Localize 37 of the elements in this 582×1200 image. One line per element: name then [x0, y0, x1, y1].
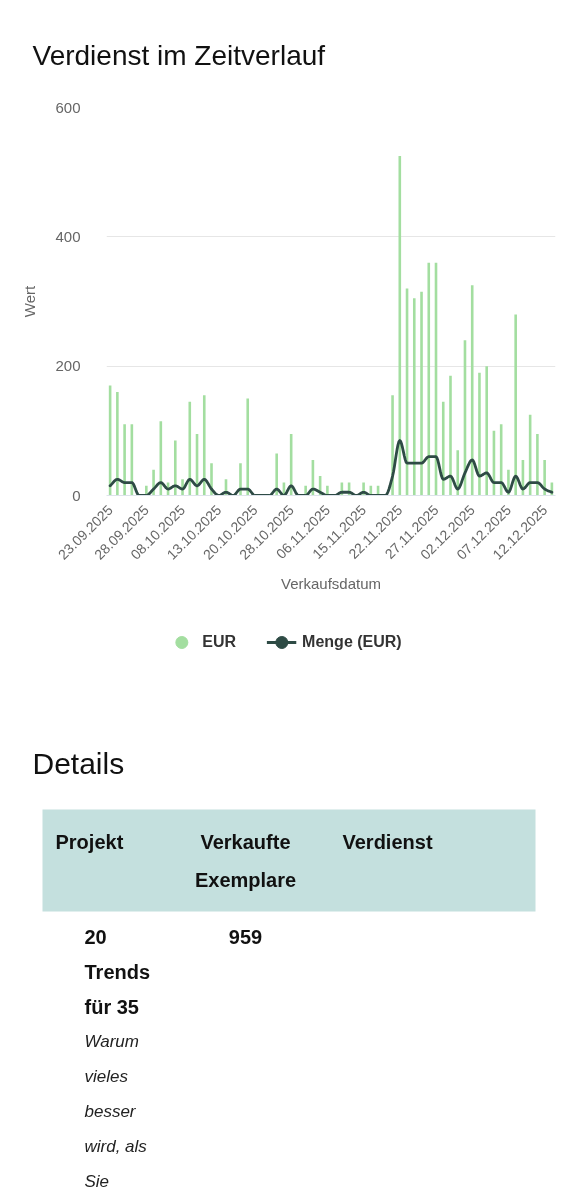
y-tick-label: 600	[55, 98, 81, 116]
bar	[478, 372, 481, 496]
bar	[275, 453, 278, 496]
bar	[202, 395, 206, 496]
bar	[449, 375, 452, 496]
bar	[326, 485, 329, 496]
bar	[116, 392, 119, 496]
bar	[420, 291, 423, 496]
bar	[246, 398, 250, 496]
chart-title: Verdienst im Zeitverlauf	[32, 39, 326, 71]
bar	[398, 156, 402, 496]
data-label: 959	[228, 925, 263, 948]
bar	[239, 463, 242, 496]
bar	[412, 298, 416, 496]
category-label: Verkaufte Exemplare	[194, 830, 297, 891]
bar	[485, 366, 489, 496]
legend-label: Menge (EUR)	[302, 633, 402, 651]
bar	[427, 262, 431, 496]
text: Details	[32, 747, 125, 780]
y-tick-label: 400	[55, 227, 81, 245]
category-label: Verdienst	[342, 830, 433, 853]
bar	[173, 440, 177, 496]
bar	[188, 401, 192, 496]
bar	[536, 434, 539, 496]
bar	[123, 424, 126, 496]
y-axis-title: Wert	[21, 284, 39, 318]
text: Warum vieles besser wird, als Sie	[84, 1032, 148, 1191]
text: 20 Trends für 35	[84, 925, 151, 1018]
bar	[514, 314, 517, 496]
bar	[456, 450, 460, 496]
category-label: Projekt	[55, 830, 124, 853]
x-axis-title: Verkaufsdatum	[280, 575, 382, 593]
bar	[441, 401, 445, 496]
y-tick-label: 200	[55, 357, 81, 375]
bar	[470, 285, 474, 496]
legend-label: EUR	[202, 633, 237, 651]
y-tick-label: 0	[72, 486, 81, 504]
